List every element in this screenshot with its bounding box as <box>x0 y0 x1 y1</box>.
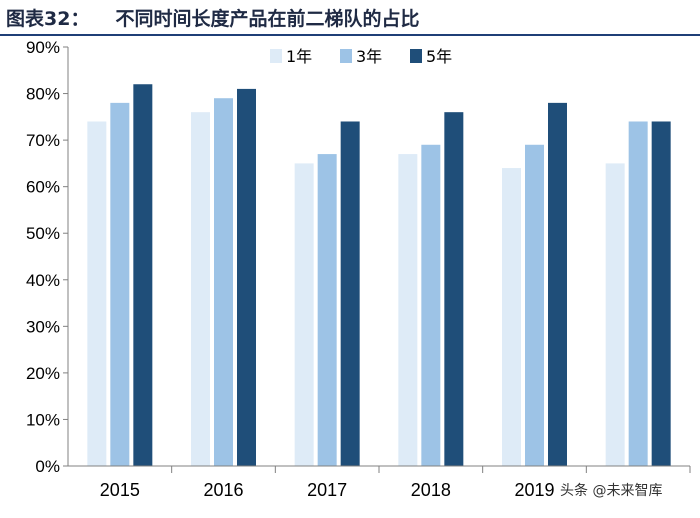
legend-label: 3年 <box>356 47 382 66</box>
watermark: 头条 @未来智库 <box>556 478 667 502</box>
bar-5年-2019 <box>548 102 567 466</box>
bar-5年-2015 <box>133 84 153 466</box>
bar-5年-2018 <box>444 112 464 466</box>
y-tick-label: 30% <box>26 317 60 336</box>
y-tick-label: 0% <box>35 457 60 476</box>
bar-5年-2020 <box>651 121 671 466</box>
bar-1年-2015 <box>87 121 107 466</box>
title-rule <box>0 34 700 36</box>
chart-title: 图表32： 不同时间长度产品在前二梯队的占比 <box>6 4 419 31</box>
bar-5年-2016 <box>237 88 256 467</box>
legend: 1年 3年 5年 <box>270 47 452 66</box>
bar-3年-2018 <box>421 144 441 466</box>
x-tick-label: 2019 <box>514 480 554 500</box>
bar-5年-2017 <box>340 121 360 466</box>
x-tick-label: 2016 <box>203 480 243 500</box>
figure-title-text: 不同时间长度产品在前二梯队的占比 <box>115 8 420 30</box>
x-tick-label: 2015 <box>100 480 140 500</box>
legend-swatch <box>270 49 282 63</box>
legend-label: 5年 <box>426 47 452 66</box>
bar-1年-2020 <box>605 163 625 466</box>
figure-number: 图表32： <box>6 8 90 30</box>
bar-1年-2017 <box>294 163 314 466</box>
y-tick-label: 20% <box>26 364 60 383</box>
bar-3年-2015 <box>110 102 130 466</box>
y-tick-label: 80% <box>26 85 60 104</box>
y-tick-label: 60% <box>26 178 60 197</box>
bar-3年-2017 <box>317 154 337 467</box>
x-tick-label: 2018 <box>411 480 451 500</box>
bar-1年-2019 <box>502 168 521 467</box>
axes: 0% 10% 20% 30% 40% 50% 60% 70% 80% 90% 2015 2016 201… <box>26 38 691 500</box>
bar-1年-2016 <box>191 112 210 466</box>
legend-swatch <box>410 49 422 63</box>
bar-3年-2016 <box>214 98 233 466</box>
bar-3年-2019 <box>525 144 544 466</box>
legend-swatch <box>340 49 352 63</box>
bars <box>87 84 671 467</box>
x-tick-label: 2017 <box>307 480 347 500</box>
y-tick-label: 40% <box>26 271 60 290</box>
y-tick-label: 50% <box>26 224 60 243</box>
y-tick-label: 70% <box>26 131 60 150</box>
y-tick-label: 10% <box>26 410 60 429</box>
bar-1年-2018 <box>398 154 418 467</box>
legend-label: 1年 <box>286 47 312 66</box>
bar-3年-2020 <box>628 121 648 466</box>
y-tick-label: 90% <box>26 38 60 57</box>
